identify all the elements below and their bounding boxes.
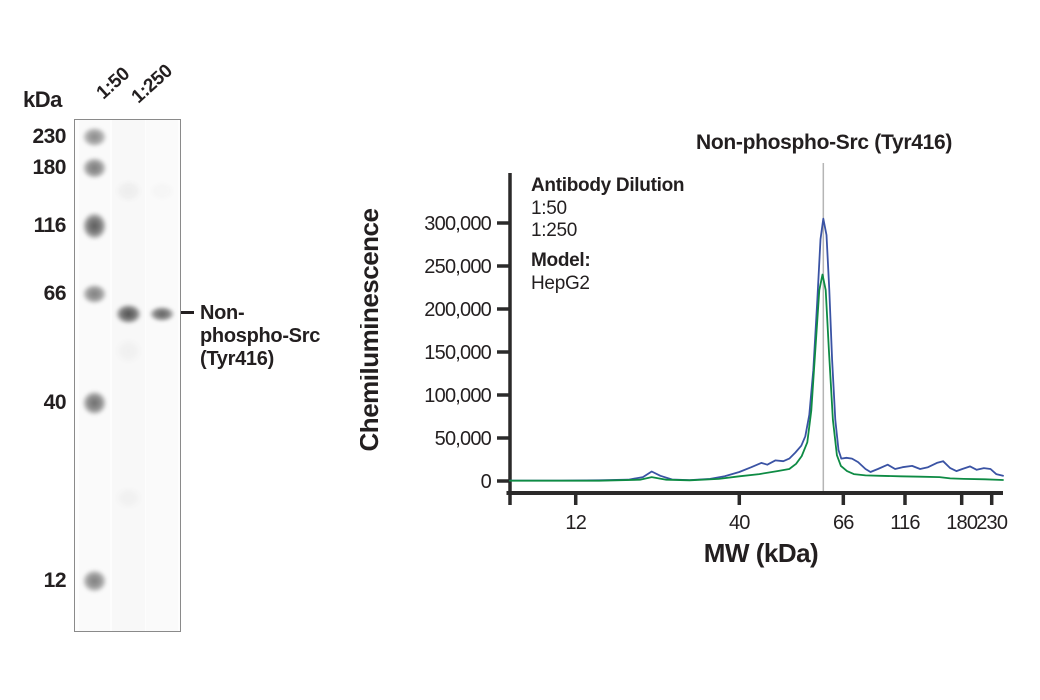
ladder-band-180-kda	[79, 154, 110, 182]
x-tick-label: 116	[890, 512, 920, 534]
y-tick-label: 50,000	[435, 428, 492, 450]
lane-label-1-250: 1:250	[127, 60, 177, 108]
y-tick-label: 150,000	[424, 342, 491, 364]
marker-label-116-kda: 116	[33, 214, 67, 237]
y-tick-label: 200,000	[424, 299, 491, 321]
y-tick-label: 300,000	[424, 213, 491, 235]
band-callout-line-2: phospho-Src	[200, 325, 321, 347]
marker-label-180-kda: 180	[32, 156, 66, 179]
marker-label-40-kda: 40	[43, 391, 67, 414]
x-tick-label: 180	[946, 512, 978, 534]
y-tick-label: 250,000	[424, 256, 491, 278]
legend-entry-1-50: 1:50	[531, 198, 567, 219]
sample-band-lane-1-250	[146, 304, 178, 324]
ladder-band-66-kda	[79, 281, 110, 307]
y-tick-label: 0	[481, 471, 492, 493]
x-tick-group: 12 40 66 116 180 230	[565, 493, 1009, 534]
marker-label-230-kda: 230	[32, 125, 66, 148]
faint-artifact-lane1-b	[112, 335, 145, 367]
x-tick-label: 66	[833, 512, 854, 534]
legend-entry-1-250: 1:250	[531, 220, 577, 241]
band-callout-line-3: (Tyr416)	[200, 348, 274, 370]
legend-model-label: Model:	[531, 250, 590, 271]
ladder-band-230-kda	[79, 124, 110, 150]
axes-group	[506, 173, 1003, 505]
ladder-band-12-kda	[79, 566, 110, 596]
faint-artifact-lane2-a	[146, 179, 178, 203]
series-group	[509, 217, 1004, 482]
lane-strip-0	[79, 120, 110, 631]
ladder-band-116-kda	[79, 208, 110, 244]
marker-label-12-kda: 12	[43, 569, 67, 592]
x-tick-label: 40	[729, 512, 750, 534]
faint-artifact-lane1-a	[112, 177, 145, 205]
blot-kda-unit-label: kDa	[23, 87, 62, 112]
lane-label-1-50: 1:50	[92, 63, 135, 104]
band-callout-label: Non- phospho-Src (Tyr416)	[200, 302, 320, 371]
y-axis-title: Chemiluminescence	[360, 208, 384, 451]
chart-title: Non-phospho-Src (Tyr416)	[696, 131, 952, 154]
band-callout-line-1: Non-	[200, 302, 245, 324]
marker-label-66-kda: 66	[43, 282, 67, 305]
western-blot-image	[74, 119, 181, 632]
series-line-1-250	[509, 273, 1004, 482]
legend: Antibody Dilution 1:50 1:250 Model: HepG…	[531, 175, 685, 294]
sample-band-lane-1-50	[112, 301, 145, 327]
chemiluminescence-chart: Non-phospho-Src (Tyr416) 0 50,000 100,000 1…	[360, 131, 1009, 568]
faint-artifact-lane1-c	[112, 484, 145, 512]
legend-title: Antibody Dilution	[531, 175, 684, 196]
x-tick-label: 12	[565, 512, 586, 534]
band-callout-dash	[181, 311, 194, 314]
x-axis-title: MW (kDa)	[704, 538, 818, 568]
legend-model-value: HepG2	[531, 273, 590, 294]
y-tick-label: 100,000	[424, 385, 491, 407]
y-tick-group: 0 50,000 100,000 150,000 200,000 250,000 300,0…	[424, 213, 510, 493]
x-tick-label: 230	[976, 512, 1008, 534]
ladder-band-40-kda	[79, 387, 110, 419]
